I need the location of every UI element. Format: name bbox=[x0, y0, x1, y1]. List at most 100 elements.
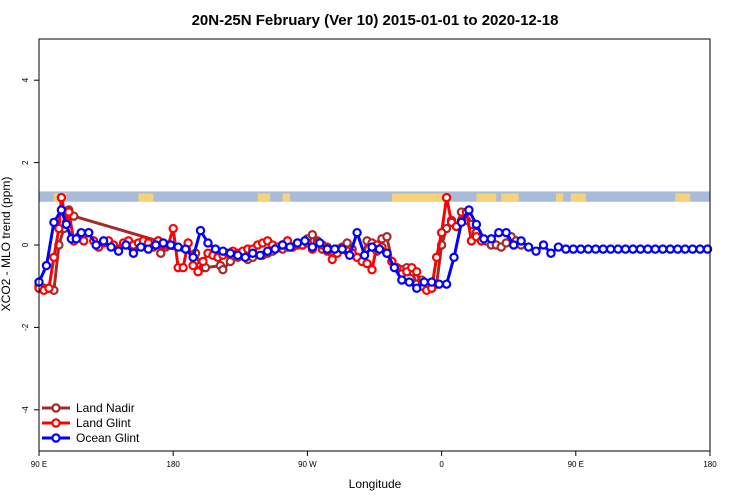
ocean-glint-point bbox=[151, 240, 161, 250]
y-tick-label: 0 bbox=[21, 242, 30, 247]
ocean-glint-point bbox=[672, 244, 683, 254]
y-axis: -4 -2 0 2 4 bbox=[21, 77, 39, 413]
ocean-glint-point bbox=[695, 244, 705, 254]
ocean-glint-point bbox=[635, 244, 646, 254]
ocean-glint-point bbox=[49, 217, 59, 228]
ocean-glint-point bbox=[643, 244, 653, 254]
y-tick-label: -2 bbox=[21, 323, 30, 331]
ocean-glint-point bbox=[41, 260, 52, 271]
ocean-glint-point bbox=[479, 234, 489, 244]
ocean-glint-point bbox=[568, 244, 579, 254]
ocean-glint-point bbox=[285, 242, 295, 252]
land-glint-point bbox=[431, 252, 442, 263]
legend-label: Ocean Glint bbox=[76, 431, 140, 445]
ocean-glint-point bbox=[553, 242, 564, 252]
ocean-glint-point bbox=[121, 240, 131, 250]
map-strip-land bbox=[675, 193, 691, 202]
x-tick-label: 90 E bbox=[568, 460, 584, 469]
land-glint-point bbox=[327, 254, 337, 265]
ocean-glint-point bbox=[687, 244, 698, 254]
ocean-glint-point bbox=[218, 246, 228, 256]
map-strip bbox=[39, 191, 710, 202]
ocean-glint-point bbox=[613, 244, 623, 254]
ocean-glint-point bbox=[389, 262, 400, 273]
ocean-glint-point bbox=[203, 238, 213, 248]
ocean-glint-point bbox=[538, 240, 549, 250]
ocean-glint-point bbox=[531, 246, 541, 256]
ocean-glint-point bbox=[658, 244, 668, 254]
ocean-glint-point bbox=[255, 250, 265, 260]
x-tick-label: 180 bbox=[167, 460, 181, 469]
ocean-glint-point bbox=[180, 244, 191, 254]
ocean-glint-point bbox=[382, 248, 392, 258]
ocean-glint-point bbox=[98, 236, 109, 246]
land-glint-point bbox=[367, 265, 377, 275]
ocean-glint-point bbox=[277, 240, 288, 250]
ocean-glint-series bbox=[34, 205, 713, 293]
series-layer bbox=[34, 192, 713, 296]
ocean-glint-point bbox=[702, 244, 713, 254]
ocean-glint-point bbox=[508, 240, 519, 250]
ocean-glint-point bbox=[56, 205, 67, 215]
map-strip-land bbox=[138, 193, 154, 202]
land-glint-point bbox=[441, 192, 452, 203]
map-strip-land bbox=[257, 193, 271, 202]
legend-marker bbox=[51, 433, 61, 443]
ocean-glint-point bbox=[374, 244, 385, 254]
chart-title: 20N-25N February (Ver 10) 2015-01-01 to … bbox=[192, 12, 559, 29]
x-axis-label: Longitude bbox=[349, 477, 402, 491]
ocean-glint-point bbox=[128, 248, 139, 258]
land-glint-point bbox=[54, 223, 64, 234]
ocean-glint-point bbox=[501, 227, 511, 238]
ocean-glint-point bbox=[680, 244, 690, 254]
ocean-glint-point bbox=[397, 275, 407, 285]
map-strip-land bbox=[501, 193, 519, 202]
land-glint-point bbox=[56, 192, 67, 203]
ocean-glint-point bbox=[471, 219, 482, 230]
ocean-glint-point bbox=[300, 236, 310, 246]
ocean-glint-point bbox=[605, 244, 616, 254]
y-tick-label: -4 bbox=[21, 406, 30, 414]
ocean-glint-point bbox=[344, 250, 355, 260]
x-tick-label: 0 bbox=[439, 460, 444, 469]
land-nadir-point bbox=[307, 229, 318, 240]
ocean-glint-point bbox=[352, 227, 362, 238]
ocean-glint-point bbox=[71, 234, 81, 244]
ocean-glint-point bbox=[84, 227, 94, 238]
x-axis: 90 E 180 90 W 0 90 E 180 bbox=[31, 451, 717, 469]
ocean-glint-point bbox=[233, 250, 243, 260]
land-glint-point bbox=[198, 256, 208, 267]
ocean-glint-point bbox=[456, 217, 467, 228]
ocean-glint-point bbox=[292, 238, 303, 248]
ocean-glint-point bbox=[158, 238, 168, 248]
ocean-glint-point bbox=[441, 279, 452, 289]
ocean-glint-point bbox=[628, 244, 638, 254]
land-glint-point bbox=[362, 258, 372, 269]
map-strip-land bbox=[555, 193, 564, 202]
map-strip-land bbox=[391, 193, 450, 202]
legend-label: Land Nadir bbox=[76, 401, 135, 415]
land-glint-point bbox=[178, 262, 188, 273]
land-glint-point bbox=[79, 236, 89, 246]
map-strip-land bbox=[282, 193, 291, 202]
ocean-glint-point bbox=[315, 238, 325, 248]
ocean-glint-point bbox=[412, 283, 422, 293]
ocean-glint-point bbox=[166, 240, 176, 250]
land-glint-point bbox=[44, 283, 54, 293]
land-glint-point bbox=[168, 223, 178, 234]
ocean-glint-point bbox=[516, 236, 526, 246]
ocean-glint-point bbox=[583, 244, 593, 254]
ocean-glint-point bbox=[359, 250, 370, 260]
legend-item: Land Glint bbox=[42, 416, 131, 430]
legend-item: Ocean Glint bbox=[42, 431, 140, 445]
map-strip-land bbox=[570, 193, 586, 202]
ocean-glint-point bbox=[136, 242, 146, 252]
land-nadir-point bbox=[218, 265, 228, 275]
land-glint-point bbox=[436, 227, 447, 238]
ocean-glint-point bbox=[404, 277, 414, 287]
ocean-glint-point bbox=[173, 242, 183, 252]
ocean-glint-point bbox=[546, 248, 556, 258]
ocean-glint-point bbox=[590, 244, 601, 254]
